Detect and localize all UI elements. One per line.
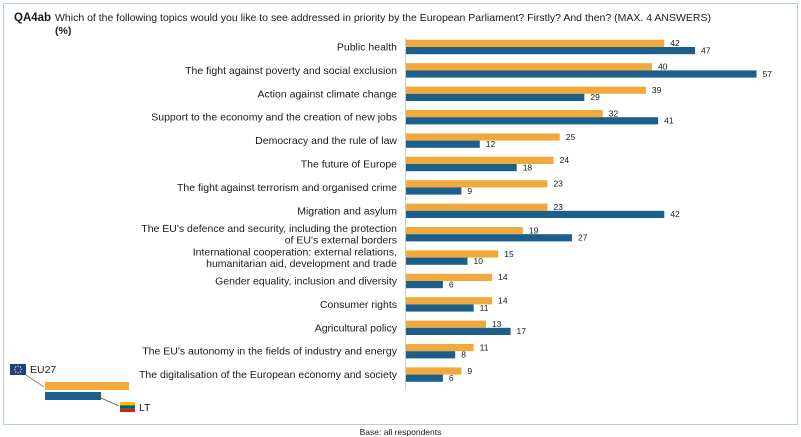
value-label-eu27: 13 bbox=[492, 319, 502, 329]
bar-eu27 bbox=[406, 86, 646, 94]
bar-lt bbox=[406, 281, 443, 289]
lithuania-flag-icon bbox=[120, 402, 135, 412]
question-text: Which of the following topics would you … bbox=[55, 12, 755, 38]
value-label-lt: 47 bbox=[701, 45, 711, 55]
value-label-eu27: 25 bbox=[566, 132, 576, 142]
bar-lt bbox=[406, 164, 517, 172]
question-body: Which of the following topics would you … bbox=[55, 12, 711, 24]
bar-lt bbox=[406, 140, 480, 148]
bar-lt bbox=[406, 47, 696, 55]
bar-lt bbox=[406, 304, 474, 312]
bar-eu27 bbox=[406, 250, 499, 258]
category-label: The future of Europe bbox=[301, 159, 397, 171]
value-label-eu27: 24 bbox=[560, 155, 570, 165]
category-label: Agricultural policy bbox=[315, 322, 398, 334]
value-label-eu27: 14 bbox=[498, 296, 508, 306]
category-label: Consumer rights bbox=[320, 299, 397, 311]
bar-lt bbox=[406, 117, 659, 125]
value-label-lt: 6 bbox=[449, 279, 454, 289]
value-label-eu27: 23 bbox=[553, 202, 563, 212]
legend-connector-lt bbox=[100, 397, 120, 407]
category-label: Migration and asylum bbox=[297, 205, 397, 217]
category-label: The fight against terrorism and organise… bbox=[177, 182, 397, 194]
value-label-lt: 42 bbox=[670, 209, 680, 219]
bar-eu27 bbox=[406, 297, 493, 305]
value-label-lt: 17 bbox=[517, 326, 527, 336]
unit-label: (%) bbox=[55, 25, 72, 37]
category-label: Gender equality, inclusion and diversity bbox=[215, 276, 398, 288]
value-label-lt: 6 bbox=[449, 373, 454, 383]
value-label-eu27: 39 bbox=[652, 85, 662, 95]
value-label-lt: 57 bbox=[763, 69, 773, 79]
value-label-lt: 27 bbox=[578, 233, 588, 243]
eu-flag-icon bbox=[10, 364, 26, 375]
value-label-eu27: 19 bbox=[529, 225, 539, 235]
bar-lt bbox=[406, 70, 757, 78]
value-label-eu27: 15 bbox=[504, 249, 514, 259]
bar-lt bbox=[406, 210, 665, 218]
legend-swatch-eu27 bbox=[45, 382, 129, 390]
legend-graphic bbox=[10, 364, 135, 412]
legend-label-eu27: EU27 bbox=[30, 364, 57, 376]
category-label: Public health bbox=[337, 42, 397, 54]
chart-frame bbox=[3, 3, 798, 425]
bar-eu27 bbox=[406, 39, 665, 47]
category-label: The fight against poverty and social exc… bbox=[185, 65, 397, 77]
bar-lt bbox=[406, 351, 456, 359]
value-label-eu27: 42 bbox=[670, 38, 680, 48]
bar-lt bbox=[406, 327, 511, 335]
legend-label-lt: LT bbox=[139, 402, 151, 414]
bar-lt bbox=[406, 257, 468, 265]
bar-lt bbox=[406, 187, 462, 195]
category-label: Action against climate change bbox=[258, 88, 398, 100]
bar-eu27 bbox=[406, 63, 652, 71]
bar-lt bbox=[406, 374, 443, 382]
bar-eu27 bbox=[406, 273, 493, 281]
value-label-lt: 10 bbox=[474, 256, 484, 266]
value-label-lt: 9 bbox=[467, 186, 472, 196]
category-label: The digitalisation of the European econo… bbox=[139, 369, 398, 381]
legend-swatch-lt bbox=[45, 392, 101, 400]
value-label-lt: 11 bbox=[480, 303, 489, 313]
category-label: The EU's autonomy in the fields of indus… bbox=[142, 346, 397, 358]
bar-eu27 bbox=[406, 227, 523, 235]
bars-group: Public health 42 47 The fight against pover… bbox=[139, 38, 772, 383]
category-label: Support to the economy and the creation … bbox=[151, 112, 397, 124]
bar-lt bbox=[406, 93, 585, 101]
question-code: QA4ab bbox=[14, 12, 52, 24]
value-label-eu27: 11 bbox=[480, 342, 489, 352]
value-label-eu27: 9 bbox=[467, 366, 472, 376]
value-label-eu27: 23 bbox=[553, 179, 563, 189]
category-label: Democracy and the rule of law bbox=[255, 135, 397, 147]
legend-connector-eu bbox=[25, 374, 45, 388]
value-label-eu27: 32 bbox=[609, 108, 619, 118]
bar-eu27 bbox=[406, 156, 554, 164]
value-label-lt: 41 bbox=[664, 116, 674, 126]
bar-lt bbox=[406, 234, 573, 242]
bar-eu27 bbox=[406, 320, 486, 328]
value-label-eu27: 14 bbox=[498, 272, 508, 282]
value-label-lt: 12 bbox=[486, 139, 496, 149]
bar-eu27 bbox=[406, 203, 548, 211]
bar-eu27 bbox=[406, 344, 474, 352]
value-label-lt: 29 bbox=[590, 92, 600, 102]
bar-eu27 bbox=[406, 180, 548, 188]
value-label-lt: 18 bbox=[523, 162, 533, 172]
base-note: Base: all respondents bbox=[359, 427, 442, 437]
bar-eu27 bbox=[406, 133, 560, 141]
category-label: International cooperation: external rela… bbox=[193, 246, 397, 270]
legend: EU27 LT bbox=[10, 362, 150, 417]
bar-eu27 bbox=[406, 110, 603, 118]
category-label: The EU's defence and security, including… bbox=[141, 223, 397, 247]
bar-eu27 bbox=[406, 367, 462, 375]
value-label-lt: 8 bbox=[461, 350, 466, 360]
value-label-eu27: 40 bbox=[658, 62, 668, 72]
